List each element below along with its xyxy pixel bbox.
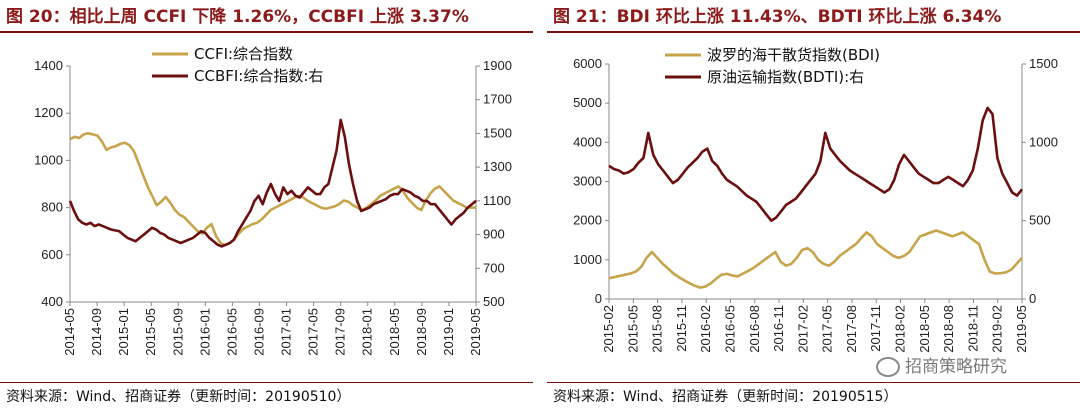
x-tick-label: 2017-08 xyxy=(844,305,859,353)
chart-bdi-bdti: 0 1000 2000 3000 4000 5000 6000 0 500 1000 1500 201… xyxy=(573,46,1058,353)
source-note: 资料来源：Wind、招商证券（更新时间：20190510） xyxy=(6,389,351,405)
y-left-tick-label: 2000 xyxy=(573,213,602,228)
x-tick-label: 2017-02 xyxy=(795,305,810,353)
x-tick-label: 2016-02 xyxy=(698,305,713,353)
x-tick-label: 2018-01 xyxy=(360,308,375,356)
x-tick-label: 2016-05 xyxy=(224,308,239,356)
x-tick-label: 2016-09 xyxy=(251,308,266,356)
x-tick-label: 2017-05 xyxy=(306,308,321,356)
x-tick-label: 2015-08 xyxy=(650,305,665,353)
legend-label: 波罗的海干散货指数(BDI) xyxy=(707,46,880,64)
x-tick-label: 2015-01 xyxy=(116,308,131,356)
x-tick-label: 2015-05 xyxy=(625,305,640,353)
x-tick-label: 2016-05 xyxy=(722,305,737,353)
x-tick-label: 2016-11 xyxy=(771,305,786,352)
x-tick-label: 2017-05 xyxy=(820,305,835,353)
y-right-tick-label: 1100 xyxy=(483,193,511,208)
y-right-tick-label: 700 xyxy=(483,260,505,275)
chart-ccfi-ccbfi: 400 600 800 1000 1200 1400 500 700 900 1100 1300 15… xyxy=(34,45,512,356)
x-tick-label: 2019-02 xyxy=(990,305,1005,353)
x-tick-label: 2015-02 xyxy=(601,305,616,353)
y-right-tick-label: 900 xyxy=(483,227,505,242)
y-left-tick-label: 5000 xyxy=(573,95,602,110)
series-line-primary xyxy=(69,132,476,247)
legend-label: 原油运输指数(BDTI):右 xyxy=(707,68,864,86)
x-tick-label: 2017-09 xyxy=(333,308,348,356)
series-line-primary xyxy=(608,229,1023,289)
x-tick-label: 2017-01 xyxy=(279,308,294,356)
y-right-tick-label: 500 xyxy=(483,294,505,309)
x-tick-label: 2016-01 xyxy=(197,308,212,356)
y-left-tick-label: 1400 xyxy=(34,58,63,73)
series-line-secondary xyxy=(68,118,477,248)
x-tick-label: 2019-05 xyxy=(468,308,483,356)
y-left-tick-label: 1000 xyxy=(573,252,602,267)
x-tick-label: 2018-05 xyxy=(387,308,402,356)
source-rule xyxy=(547,382,1080,383)
chart-panel-ccfi: 图 20：相比上周 CCFI 下降 1.26%，CCBFI 上涨 3.37% 4… xyxy=(0,0,533,411)
wechat-icon xyxy=(876,357,900,377)
y-left-tick-label: 6000 xyxy=(573,56,602,71)
y-left-tick-label: 4000 xyxy=(573,134,602,149)
x-tick-label: 2019-01 xyxy=(441,308,456,356)
y-left-tick-label: 800 xyxy=(41,200,63,215)
x-tick-label: 2015-09 xyxy=(170,308,185,356)
x-tick-label: 2018-11 xyxy=(965,305,980,352)
x-tick-label: 2019-05 xyxy=(1014,305,1029,353)
chart-panel-bdi: 图 21：BDI 环比上涨 11.43%、BDTI 环比上涨 6.34% 0 10… xyxy=(547,0,1080,411)
x-tick-label: 2018-09 xyxy=(414,308,429,356)
chart-title: 图 20：相比上周 CCFI 下降 1.26%，CCBFI 上涨 3.37% xyxy=(6,7,469,27)
x-tick-label: 2018-02 xyxy=(893,305,908,353)
x-tick-label: 2014-05 xyxy=(62,308,77,356)
y-left-tick-label: 0 xyxy=(595,291,602,306)
y-left-tick-label: 400 xyxy=(41,294,63,309)
watermark: 招商策略研究 xyxy=(876,352,1007,377)
y-left-tick-label: 1200 xyxy=(34,105,63,120)
legend-label: CCFI:综合指数 xyxy=(194,45,293,63)
y-left-tick-label: 3000 xyxy=(573,174,602,189)
source-note: 资料来源：Wind、招商证券（更新时间：20190515） xyxy=(553,389,898,405)
watermark-text: 招商策略研究 xyxy=(905,357,1007,377)
y-right-tick-label: 1000 xyxy=(1029,134,1058,149)
title-rule xyxy=(547,31,1080,33)
y-right-tick-label: 500 xyxy=(1029,213,1051,228)
series-line-secondary xyxy=(608,106,1024,222)
legend-label: CCBFI:综合指数:右 xyxy=(194,67,323,85)
x-tick-label: 2016-08 xyxy=(747,305,762,353)
x-tick-label: 2017-11 xyxy=(868,305,883,352)
y-right-tick-label: 1900 xyxy=(483,58,512,73)
y-left-tick-label: 1000 xyxy=(34,152,63,167)
y-right-tick-label: 1300 xyxy=(483,159,512,174)
x-tick-label: 2015-11 xyxy=(674,305,689,352)
source-rule xyxy=(0,382,533,383)
x-tick-label: 2018-05 xyxy=(917,305,932,353)
y-right-tick-label: 1500 xyxy=(1029,56,1058,71)
y-left-tick-label: 600 xyxy=(41,247,63,262)
y-right-tick-label: 1500 xyxy=(483,125,512,140)
y-right-tick-label: 0 xyxy=(1029,291,1036,306)
x-tick-label: 2018-08 xyxy=(941,305,956,353)
x-tick-label: 2014-09 xyxy=(89,308,104,356)
x-tick-label: 2015-05 xyxy=(143,308,158,356)
chart-title: 图 21：BDI 环比上涨 11.43%、BDTI 环比上涨 6.34% xyxy=(553,7,1002,27)
title-rule xyxy=(0,31,533,33)
y-right-tick-label: 1700 xyxy=(483,92,512,107)
